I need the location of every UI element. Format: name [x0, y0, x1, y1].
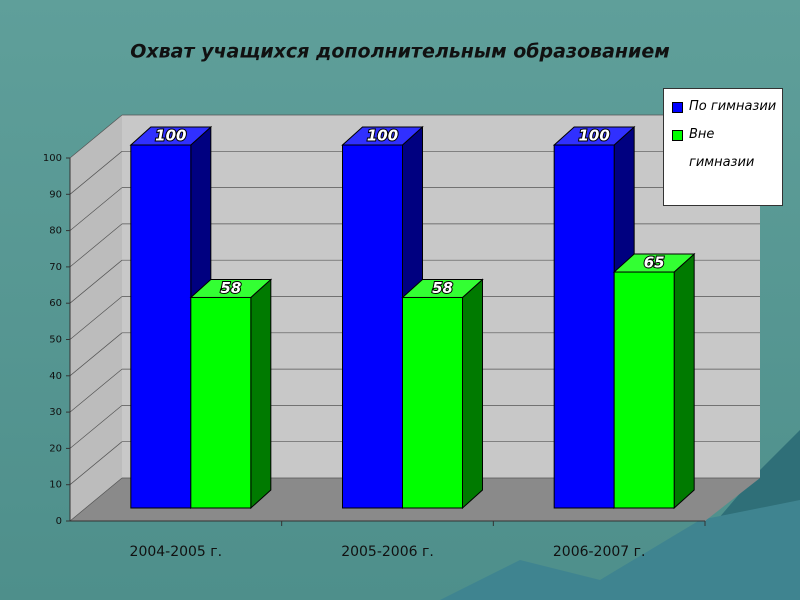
grid-line [69, 441, 123, 485]
grid-line [69, 114, 123, 159]
bar [190, 296, 252, 509]
y-tick-label: 70 [49, 262, 62, 273]
legend-item: Вне гимназии [672, 121, 778, 177]
bar [402, 296, 463, 509]
chart-title: Охват учащихся дополнительным образовани… [130, 41, 670, 63]
value-label: 58 [432, 279, 453, 297]
y-tick-label: 40 [49, 371, 62, 382]
y-tick-label: 100 [43, 153, 62, 164]
value-label: 100 [367, 127, 398, 145]
bar-side [250, 278, 272, 510]
legend: По гимназии Вне гимназии [663, 88, 783, 206]
grid-line [69, 187, 123, 231]
x-tick-label: 2006-2007 г. [553, 544, 646, 560]
legend-item: По гимназии [672, 93, 778, 121]
decoration [440, 500, 800, 600]
legend-label: По гимназии [689, 99, 777, 114]
y-tick-label: 30 [49, 407, 62, 418]
grid-line [69, 368, 123, 413]
bar-side [462, 278, 483, 510]
grid-line [69, 259, 123, 304]
legend-swatch [672, 130, 683, 141]
y-tick-label: 20 [49, 443, 62, 454]
grid-line [69, 332, 123, 377]
bar-side [673, 252, 695, 510]
y-tick-label: 80 [49, 226, 62, 237]
x-tick-label: 2005-2006 г. [341, 544, 434, 560]
grid-line [69, 151, 123, 195]
legend-label: Вне гимназии [689, 127, 755, 170]
x-tick-label: 2004-2005 г. [130, 544, 223, 560]
grid-line [69, 477, 123, 522]
grid-line [69, 405, 123, 449]
y-tick-label: 50 [49, 335, 62, 346]
value-label: 100 [579, 127, 610, 145]
value-label: 65 [644, 254, 665, 272]
value-label: 100 [155, 127, 186, 145]
y-tick-label: 0 [56, 516, 62, 527]
bar [342, 144, 403, 509]
y-tick-label: 60 [49, 298, 62, 309]
bar [553, 144, 615, 509]
bar [130, 144, 192, 509]
bar [613, 271, 675, 509]
value-label: 58 [220, 279, 241, 297]
grid-line [69, 296, 123, 340]
legend-swatch [672, 102, 683, 113]
grid-line [69, 223, 123, 268]
y-tick-label: 10 [49, 480, 62, 491]
y-tick-label: 90 [49, 189, 62, 200]
